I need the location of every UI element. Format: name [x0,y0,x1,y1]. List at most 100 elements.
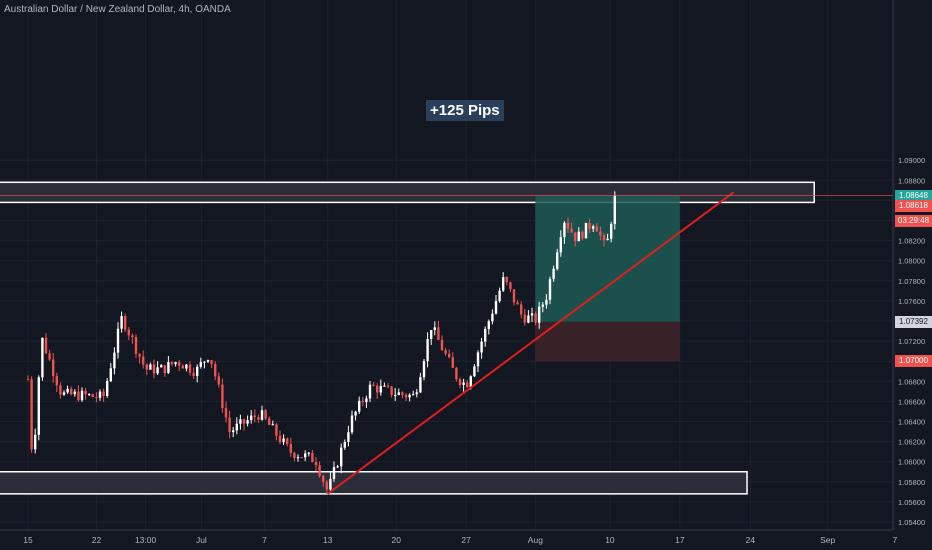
candle [473,366,476,377]
candle [379,386,382,393]
candle [149,364,152,370]
candle [66,388,69,393]
y-tick-label: 1.08000 [898,257,925,266]
candle [304,453,307,458]
candle [368,384,372,399]
candle [224,408,228,418]
candle [433,327,436,331]
candle [228,417,231,433]
x-tick-label: 24 [746,535,756,545]
candle [347,432,350,442]
candle [455,367,458,380]
y-tick-label: 1.06200 [898,438,925,447]
candle [260,410,264,420]
candle [59,385,62,395]
candle [322,475,325,482]
candle [487,321,490,329]
candle [242,419,246,424]
candle [221,384,224,409]
candle [505,277,508,283]
candle [314,462,318,466]
candle [437,327,440,340]
y-tick-label: 1.07600 [898,297,925,306]
candle [88,394,91,396]
candle [293,452,296,459]
candle [376,385,379,393]
candle [210,360,213,364]
candle [34,434,37,450]
candle [145,364,148,370]
x-tick-label: 10 [605,535,615,545]
candle [358,400,361,412]
candle [480,341,483,353]
y-tick-label: 1.05600 [898,498,925,507]
candle [430,330,433,340]
candle [120,316,123,329]
candle [408,394,411,398]
candle [372,384,375,386]
candle [30,379,33,450]
candle [84,390,87,395]
x-tick-label: 13:00 [135,535,157,545]
candle [109,368,112,382]
candle [296,457,300,459]
pips-annotation: +125 Pips [426,100,504,121]
candle [26,379,30,381]
x-tick-label: 22 [92,535,102,545]
candle [383,385,386,387]
y-tick-label: 1.06600 [898,397,925,406]
support-zone [0,471,748,495]
candle [336,466,339,468]
candle [199,362,202,367]
candle [606,238,609,241]
candle [300,457,303,459]
candle [95,396,98,398]
candle [232,430,235,433]
candle [440,339,444,351]
candle [502,277,505,291]
y-tick-label: 1.05400 [898,518,925,527]
candle [235,423,238,431]
candle [307,452,310,454]
candle [192,372,195,376]
candle [275,424,278,436]
candle [311,452,314,463]
candle [196,366,199,376]
candle [340,447,343,467]
candle [91,394,94,397]
candle [52,359,55,376]
y-tick-label: 1.08200 [898,237,925,246]
price-tag: 03:29:48 [895,215,932,227]
candle [167,361,170,373]
candle [350,415,354,433]
candle [462,382,465,385]
x-tick-label: 27 [461,535,471,545]
candle [498,290,501,302]
candle [599,231,602,236]
candle [203,361,206,363]
candle [422,361,426,378]
candle [174,362,177,365]
candle [556,252,559,269]
candle [106,381,109,396]
candle [354,411,357,416]
candle [163,365,166,373]
candle [289,444,292,453]
candle [37,377,40,435]
candle [520,304,523,315]
loss-zone [535,321,680,362]
candle [73,391,76,395]
candle [98,391,102,398]
candle [278,435,282,443]
candle [325,481,328,490]
candle [545,299,548,305]
candle [584,222,588,239]
candle [412,394,415,396]
candle [250,415,253,421]
candle [552,268,555,280]
candle [476,352,480,367]
candle [217,376,220,385]
y-tick-label: 1.07800 [898,277,925,286]
x-tick-label: Jul [196,535,207,545]
